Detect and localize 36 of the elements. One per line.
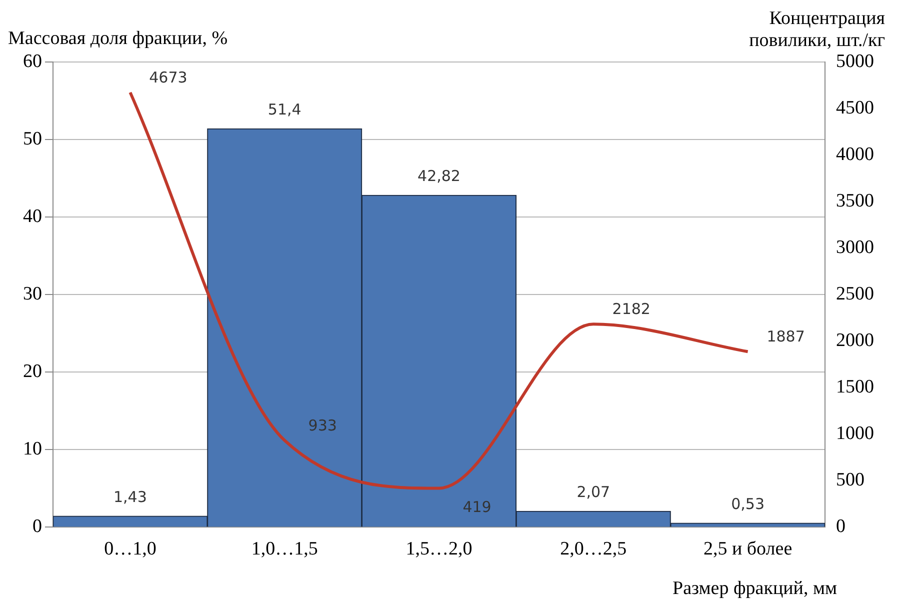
y2-tick-label: 3000	[836, 237, 874, 258]
y2-axis-title: Концентрация повилики, шт./кг	[748, 8, 885, 52]
data-label: 0,53	[731, 495, 765, 514]
y-tick-label: 40	[23, 206, 42, 228]
y2-tick-label: 2000	[836, 330, 874, 352]
data-label: 2,07	[576, 483, 610, 502]
x-tick-label: 1,0…1,5	[251, 538, 318, 560]
data-label: 419	[462, 498, 492, 516]
y-tick-label: 50	[23, 128, 42, 150]
data-label: 4673	[149, 68, 188, 86]
data-label: 51,4	[268, 100, 302, 119]
y2-tick-label: 3500	[836, 190, 874, 212]
x-axis-title: Размер фракций, мм	[672, 578, 837, 600]
y-tick-label: 20	[23, 361, 42, 382]
data-label: 1,43	[113, 488, 147, 506]
x-tick-label: 2,5 и более	[703, 538, 792, 560]
x-tick-label: 2,0…2,5	[560, 538, 627, 560]
x-tick-label: 1,5…2,0	[406, 538, 472, 560]
y2-tick-label: 4500	[836, 98, 874, 119]
y2-tick-label: 0	[836, 516, 846, 538]
y2-tick-label: 1000	[836, 423, 874, 444]
data-label: 933	[308, 416, 337, 434]
y2-tick-label: 5000	[836, 50, 874, 72]
y2-tick-label: 500	[836, 470, 864, 491]
y-tick-label: 10	[23, 438, 42, 460]
data-label: 42,82	[418, 167, 460, 186]
y2-tick-label: 2500	[836, 284, 874, 305]
y-tick-label: 60	[23, 50, 42, 72]
y2-tick-label: 4000	[836, 144, 874, 166]
y-tick-label: 0	[32, 516, 42, 538]
data-label: 1887	[766, 328, 805, 346]
y-axis-title: Массовая доля фракции, %	[8, 28, 228, 50]
y2-tick-label: 1500	[836, 376, 874, 398]
data-label: 2182	[612, 300, 650, 318]
y-tick-label: 30	[23, 284, 42, 305]
x-tick-label: 0…1,0	[104, 538, 156, 560]
